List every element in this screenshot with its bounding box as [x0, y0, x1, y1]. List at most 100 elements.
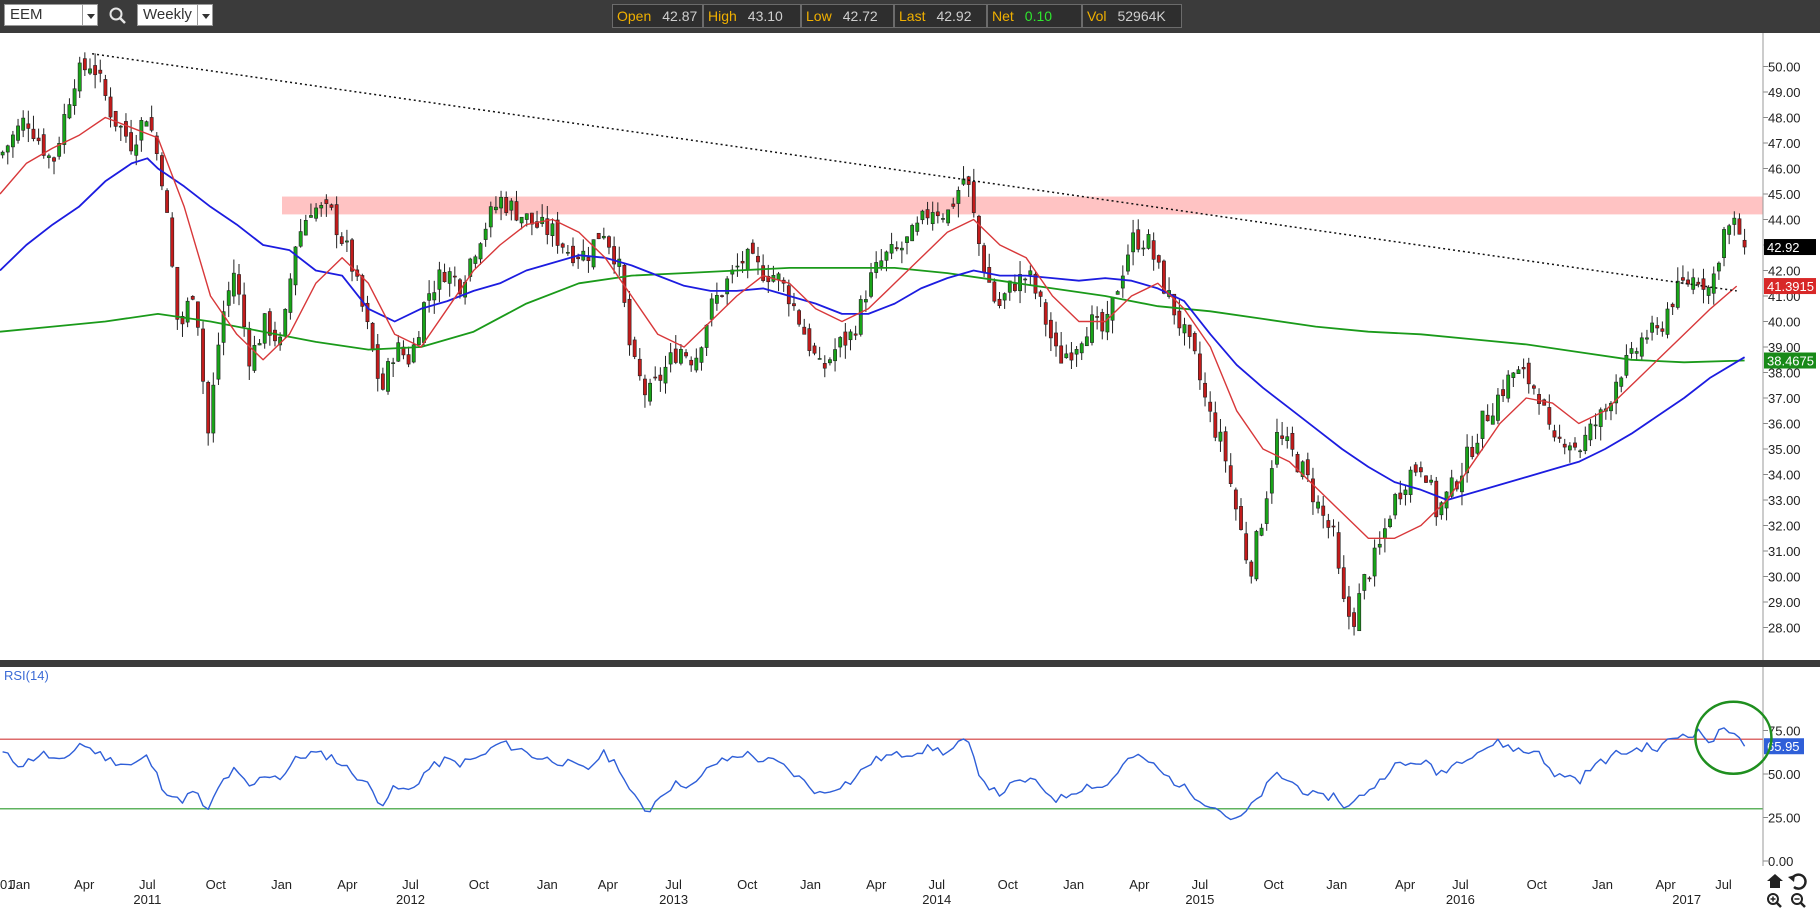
- candle-body: [1136, 229, 1141, 250]
- candle-body: [971, 181, 976, 213]
- candle: [1711, 266, 1716, 305]
- candle-body: [1367, 577, 1372, 580]
- candle-body: [1254, 531, 1259, 580]
- candle-body: [483, 228, 488, 240]
- time-axis-month-label: Jan: [9, 877, 30, 892]
- candle: [1218, 418, 1223, 452]
- candle: [288, 273, 293, 320]
- candle-body: [509, 200, 514, 211]
- candle: [0, 150, 5, 159]
- candle: [1074, 346, 1079, 367]
- candle: [858, 295, 863, 337]
- candle-body: [997, 298, 1002, 307]
- candle-body: [432, 292, 437, 301]
- candle: [1126, 244, 1130, 275]
- candle: [822, 355, 827, 378]
- candle: [350, 237, 354, 282]
- quote-open: Open 42.87: [612, 4, 703, 28]
- candle-body: [982, 245, 986, 273]
- candle: [601, 227, 606, 240]
- home-icon[interactable]: [1767, 874, 1783, 888]
- candle: [977, 214, 981, 256]
- candle-body: [1326, 520, 1331, 528]
- candle-body: [360, 275, 365, 307]
- candle: [1141, 240, 1146, 256]
- candle-body: [802, 326, 807, 335]
- price-tick-label: 37.00: [1768, 391, 1801, 406]
- candle: [1187, 324, 1192, 349]
- candle: [324, 194, 329, 217]
- symbol-dropdown-button[interactable]: [82, 4, 98, 26]
- candle-body: [766, 275, 771, 283]
- candle: [1285, 426, 1290, 449]
- candle: [1727, 223, 1732, 245]
- candle-body: [1038, 291, 1043, 297]
- candle-body: [391, 362, 396, 364]
- candle-body: [1259, 527, 1264, 536]
- pane-separator[interactable]: [0, 660, 1820, 667]
- candle: [869, 262, 873, 299]
- candle-body: [535, 221, 539, 228]
- candle: [31, 115, 36, 142]
- candle-body: [1686, 279, 1690, 285]
- candle-body: [165, 190, 169, 213]
- candle-body: [26, 123, 31, 129]
- candle: [1362, 573, 1367, 600]
- candle: [149, 105, 154, 133]
- candle: [339, 232, 344, 246]
- undo-icon[interactable]: [1788, 873, 1807, 890]
- candle-body: [1347, 596, 1351, 617]
- time-axis-month-label: Jan: [537, 877, 558, 892]
- zoom-in-icon[interactable]: [1767, 893, 1782, 908]
- candle-body: [488, 206, 493, 228]
- candle-body: [1650, 322, 1654, 333]
- candle-body: [869, 272, 873, 297]
- price-chart[interactable]: 28.00 29.00 30.00 31.00 32.00 33.00 34.00 35.00…: [0, 33, 1820, 660]
- candle-body: [1162, 260, 1166, 294]
- candle-body: [560, 243, 565, 248]
- candle: [1506, 370, 1511, 403]
- candle-body: [1706, 287, 1711, 296]
- search-icon[interactable]: [108, 6, 128, 26]
- candle: [1588, 419, 1593, 447]
- candle-body: [643, 378, 647, 396]
- time-axis-month-label: Jan: [1063, 877, 1084, 892]
- candle: [483, 222, 488, 247]
- quote-net-label: Net: [992, 8, 1014, 24]
- time-axis-month-label: Apr: [1129, 877, 1150, 892]
- candle-body: [1362, 574, 1367, 591]
- candle-body: [77, 62, 82, 92]
- last-value-badge: 42.92: [1764, 239, 1816, 256]
- candle: [750, 239, 755, 255]
- candle: [1347, 585, 1351, 630]
- interval-select[interactable]: Weekly: [137, 4, 201, 26]
- quote-bar: Open 42.87 High 43.10 Low 42.72 Last 42.92 N…: [612, 4, 1182, 28]
- candle: [139, 117, 144, 152]
- zoom-out-icon[interactable]: [1791, 893, 1806, 908]
- candle-body: [93, 65, 98, 76]
- candle: [1593, 413, 1598, 440]
- candle: [807, 323, 812, 357]
- candle-body: [1460, 475, 1464, 493]
- price-tick-label: 39.00: [1768, 340, 1801, 355]
- candle-body: [1172, 293, 1177, 316]
- candle: [1398, 480, 1403, 505]
- candle-body: [1413, 464, 1418, 473]
- candle: [345, 229, 349, 253]
- candle: [180, 311, 185, 337]
- symbol-input[interactable]: EEM: [4, 4, 84, 26]
- interval-dropdown-button[interactable]: [197, 4, 213, 26]
- candle-body: [1670, 303, 1675, 308]
- time-axis-month-label: 01: [0, 877, 14, 892]
- candle-body: [514, 201, 519, 221]
- candle-body: [144, 121, 149, 127]
- candle-body: [1233, 489, 1238, 510]
- candle-body: [345, 240, 349, 243]
- candle: [1002, 292, 1007, 309]
- candle-body: [1727, 225, 1732, 235]
- candle: [889, 232, 894, 260]
- candle-body: [1526, 362, 1531, 385]
- candle-body: [1619, 377, 1624, 387]
- candle-body: [319, 205, 324, 209]
